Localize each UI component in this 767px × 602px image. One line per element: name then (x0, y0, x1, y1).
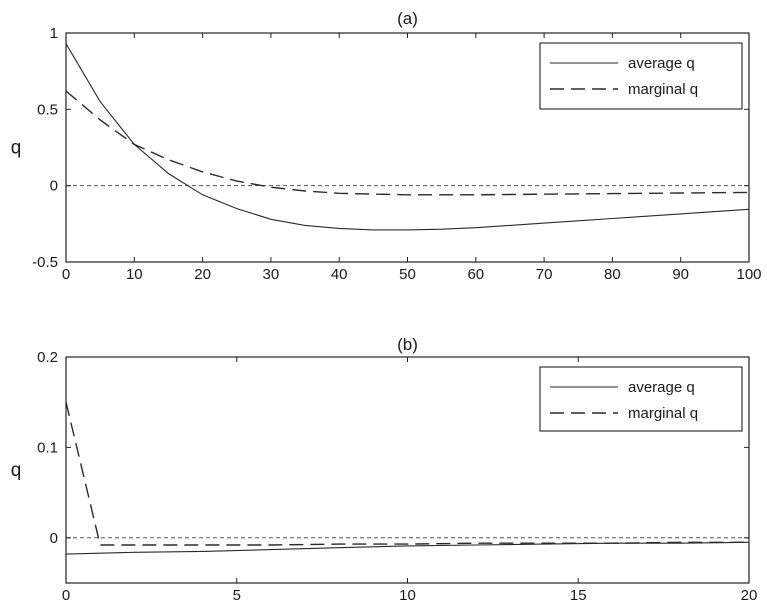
y-tick-label: 0 (50, 178, 58, 195)
chart-panel-a: (a)q0 10 20 30 40 50 60 70 80 90 100-0.500.51avera… (11, 9, 762, 283)
y-tick-label: 1 (50, 25, 58, 42)
legend-box (539, 366, 743, 432)
y-tick-label: 0 (50, 530, 58, 547)
y-tick-label: 0.2 (37, 349, 58, 366)
legend: average q marginal q (539, 366, 743, 432)
x-tick-label: 70 (536, 266, 553, 283)
x-tick-label: 90 (672, 266, 689, 283)
legend-label: marginal q (628, 405, 698, 422)
chart-panel-b: (b) q 0 5 10 15 20 0 0.1 0.2 average q marginal q (11, 335, 758, 602)
x-tick-label: 10 (399, 587, 416, 602)
x-tick-label: 0 (62, 587, 70, 602)
y-tick-label: 0.5 (37, 101, 58, 118)
series-line-marginal-q (65, 90, 750, 196)
y-axis-label: q (11, 138, 22, 159)
x-tick-label: 5 (233, 587, 241, 602)
legend-label: marginal q (628, 81, 698, 98)
x-tick-label: 80 (604, 266, 621, 283)
chart-title: (a) (397, 9, 418, 28)
x-tick-label: 0 (62, 266, 70, 283)
x-tick-label: 30 (263, 266, 280, 283)
x-tick-label: 100 (736, 266, 761, 283)
x-tick-label: 20 (194, 266, 211, 283)
series-line-average-q (65, 541, 750, 555)
y-tick-label: -0.5 (32, 254, 58, 271)
series-line-marginal-q (65, 402, 749, 546)
x-tick-label: 20 (741, 587, 758, 602)
legend: average q marginal q (539, 42, 743, 110)
x-tick-label: 60 (467, 266, 484, 283)
y-axis-label: q (11, 460, 22, 481)
x-tick-label: 15 (570, 587, 587, 602)
x-tick-label: 40 (331, 266, 348, 283)
chart-title: (b) (397, 335, 418, 354)
y-tick-label: 0.1 (37, 439, 58, 456)
legend-box (539, 42, 743, 110)
legend-label: average q (628, 55, 695, 72)
legend-label: average q (628, 379, 695, 396)
x-tick-label: 50 (399, 266, 416, 283)
x-tick-label: 10 (126, 266, 143, 283)
series-line-average-q (65, 43, 750, 231)
